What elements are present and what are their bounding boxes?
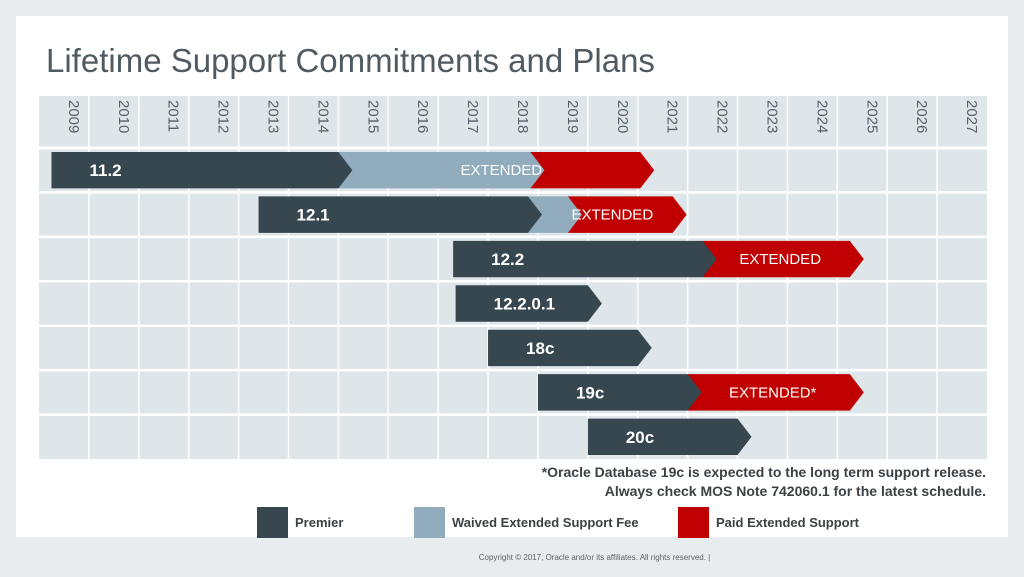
year-tick-label: 2012: [215, 100, 232, 133]
year-tick-label: 2015: [364, 100, 381, 133]
bar-waived-12-1: [527, 196, 582, 233]
year-tick-label: 2022: [714, 100, 731, 133]
year-tick-label: 2010: [115, 100, 132, 133]
legend-swatch-premier: [257, 507, 288, 538]
bar-paid-12-2: [702, 240, 864, 278]
year-tick-label: 2020: [614, 100, 631, 133]
year-tick-label: 2016: [414, 100, 431, 133]
year-tick-label: 2027: [963, 100, 980, 133]
bar-premier-12-2-0-1: [455, 285, 602, 322]
release-label: 12.2.0.1: [494, 295, 555, 314]
release-label: 20c: [626, 428, 654, 447]
year-tick-label: 2009: [65, 100, 82, 133]
legend-label-waived: Waived Extended Support Fee: [452, 515, 639, 530]
extended-label: EXTENDED: [739, 251, 821, 268]
legend-swatch-paid: [678, 507, 709, 538]
release-label: 12.1: [297, 206, 330, 225]
page-title: Lifetime Support Commitments and Plans: [46, 42, 655, 79]
bar-premier-19c: [537, 374, 702, 411]
year-tick-label: 2014: [314, 100, 331, 133]
bar-paid-19c: [687, 374, 864, 411]
release-label: 18c: [526, 339, 554, 358]
year-tick-label: 2013: [265, 100, 282, 133]
year-tick-label: 2025: [863, 100, 880, 133]
footnote-19c: *Oracle Database 19c is expected to the …: [541, 464, 986, 480]
bar-waived-11-2: [338, 152, 545, 189]
bar-premier-18c: [488, 329, 652, 367]
legend-label-paid: Paid Extended Support: [716, 515, 860, 530]
release-label: 19c: [576, 383, 604, 402]
bar-paid-11-2: [530, 152, 655, 189]
bar-premier-12-1: [258, 196, 542, 233]
footnote-mos-note: Always check MOS Note 742060.1 for the l…: [604, 483, 986, 499]
year-tick-label: 2018: [514, 100, 531, 133]
copyright-footer: Copyright © 2017, Oracle and/or its affi…: [478, 553, 711, 562]
extended-label: EXTENDED: [571, 207, 653, 224]
bar-premier-12-2: [453, 240, 717, 278]
year-tick-label: 2017: [464, 100, 481, 133]
extended-label: EXTENDED: [460, 162, 542, 179]
year-tick-label: 2023: [763, 100, 780, 133]
year-tick-label: 2011: [165, 100, 182, 132]
year-tick-label: 2024: [813, 100, 830, 133]
bar-paid-12-1: [567, 196, 687, 233]
year-tick-label: 2021: [664, 100, 681, 133]
year-tick-label: 2019: [564, 100, 581, 133]
bar-premier-11-2: [51, 152, 353, 189]
extended-label: EXTENDED*: [729, 384, 817, 401]
release-label: 11.2: [89, 161, 121, 180]
release-label: 12.2: [491, 250, 524, 269]
year-tick-label: 2026: [913, 100, 930, 133]
bar-premier-20c: [587, 418, 752, 455]
legend-swatch-waived: [414, 507, 445, 538]
legend-label-premier: Premier: [295, 515, 344, 530]
